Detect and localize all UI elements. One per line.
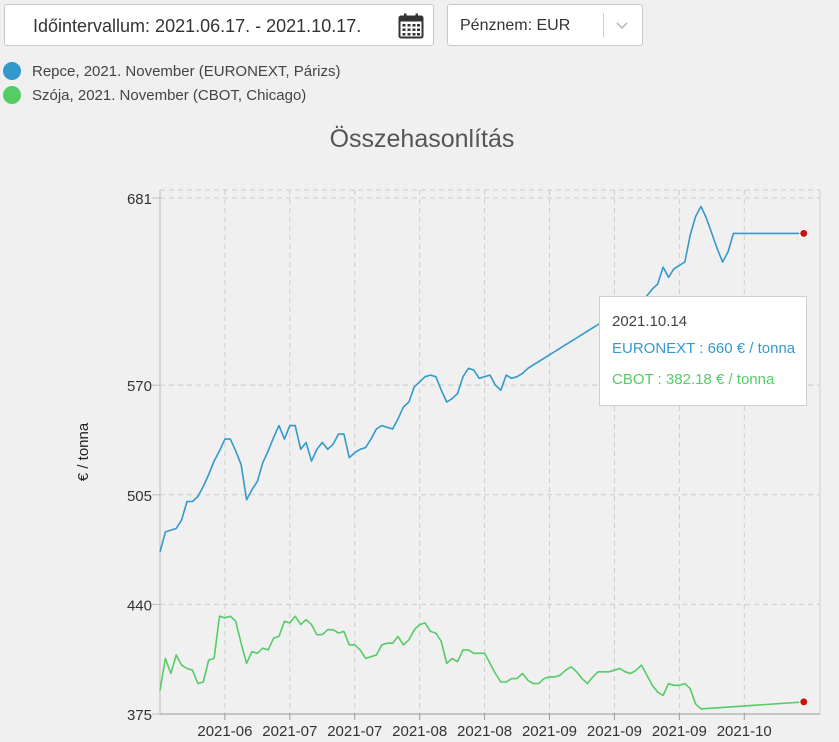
x-tick-label: 2021-08 [457, 723, 512, 740]
hover-point-szoja [799, 697, 809, 707]
y-tick-label: 505 [127, 488, 152, 505]
x-tick-label: 2021-06 [197, 723, 252, 740]
y-axis-label: € / tonna [75, 422, 92, 481]
select-divider [603, 13, 604, 37]
y-tick-label: 681 [127, 191, 152, 208]
x-tick-label: 2021-08 [392, 723, 447, 740]
tooltip-date: 2021.10.14 [612, 313, 688, 330]
y-tick-label: 440 [127, 597, 152, 614]
chart-legend: Repce, 2021. November (EURONEXT, Párizs)… [3, 59, 340, 107]
y-tick-label: 570 [127, 378, 152, 395]
calendar-icon[interactable] [398, 13, 424, 39]
series-line-szoja [159, 615, 804, 710]
chevron-down-icon[interactable] [614, 17, 630, 33]
chart-title: Összehasonlítás [330, 125, 515, 153]
y-tick-label: 375 [127, 707, 152, 724]
x-tick-label: 2021-09 [522, 723, 577, 740]
legend-label-repce: Repce, 2021. November (EURONEXT, Párizs) [32, 62, 341, 80]
legend-dot-icon [3, 62, 21, 80]
legend-label-szoja: Szója, 2021. November (CBOT, Chicago) [32, 86, 307, 104]
date-range-field[interactable]: Időintervallum: 2021.06.17. - 2021.10.17… [4, 4, 434, 46]
x-tick-label: 2021-09 [587, 723, 642, 740]
tooltip-cbot-value: CBOT : 382.18 € / tonna [612, 371, 775, 388]
x-tick-label: 2021-07 [327, 723, 382, 740]
hover-point-repce [799, 228, 809, 238]
legend-item-repce[interactable]: Repce, 2021. November (EURONEXT, Párizs) [3, 59, 340, 83]
x-tick-label: 2021-07 [262, 723, 317, 740]
currency-select[interactable]: Pénznem: EUR [447, 4, 643, 46]
date-range-text: Időintervallum: 2021.06.17. - 2021.10.17… [33, 16, 362, 36]
x-tick-label: 2021-10 [717, 723, 772, 740]
tooltip-euronext-value: EURONEXT : 660 € / tonna [612, 340, 796, 357]
x-tick-label: 2021-09 [652, 723, 707, 740]
legend-dot-icon [3, 86, 21, 104]
legend-item-szoja[interactable]: Szója, 2021. November (CBOT, Chicago) [3, 83, 340, 107]
chart-tooltip: 2021.10.14 EURONEXT : 660 € / tonna CBOT… [599, 296, 807, 406]
currency-select-value: Pénznem: EUR [460, 17, 571, 34]
